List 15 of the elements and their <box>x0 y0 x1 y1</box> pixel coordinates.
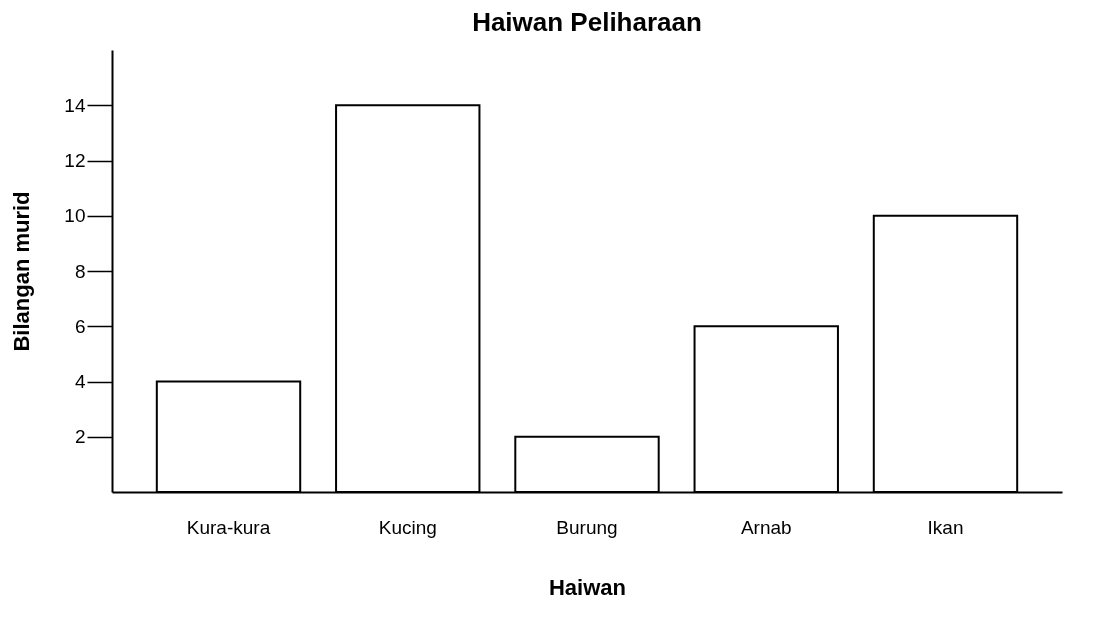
y-tick-label: 10 <box>64 205 86 227</box>
x-tick-label: Burung <box>556 516 618 538</box>
x-tick-label: Kura-kura <box>186 516 271 538</box>
y-tick-label: 8 <box>74 260 86 282</box>
y-tick-label: 12 <box>64 150 86 171</box>
x-tick-label: Ikan <box>927 516 964 538</box>
y-tick-label: 4 <box>74 371 86 392</box>
y-tick-label: 6 <box>74 315 86 337</box>
y-tick-label: 14 <box>64 94 86 116</box>
chart-title: Haiwan Peliharaan <box>472 7 702 37</box>
x-tick-label: Kucing <box>378 516 437 538</box>
y-tick-label: 2 <box>74 426 86 448</box>
y-axis-title: Bilangan murid <box>9 191 35 352</box>
x-tick-label: Arnab <box>740 516 792 538</box>
x-axis-title: Haiwan <box>548 574 627 600</box>
